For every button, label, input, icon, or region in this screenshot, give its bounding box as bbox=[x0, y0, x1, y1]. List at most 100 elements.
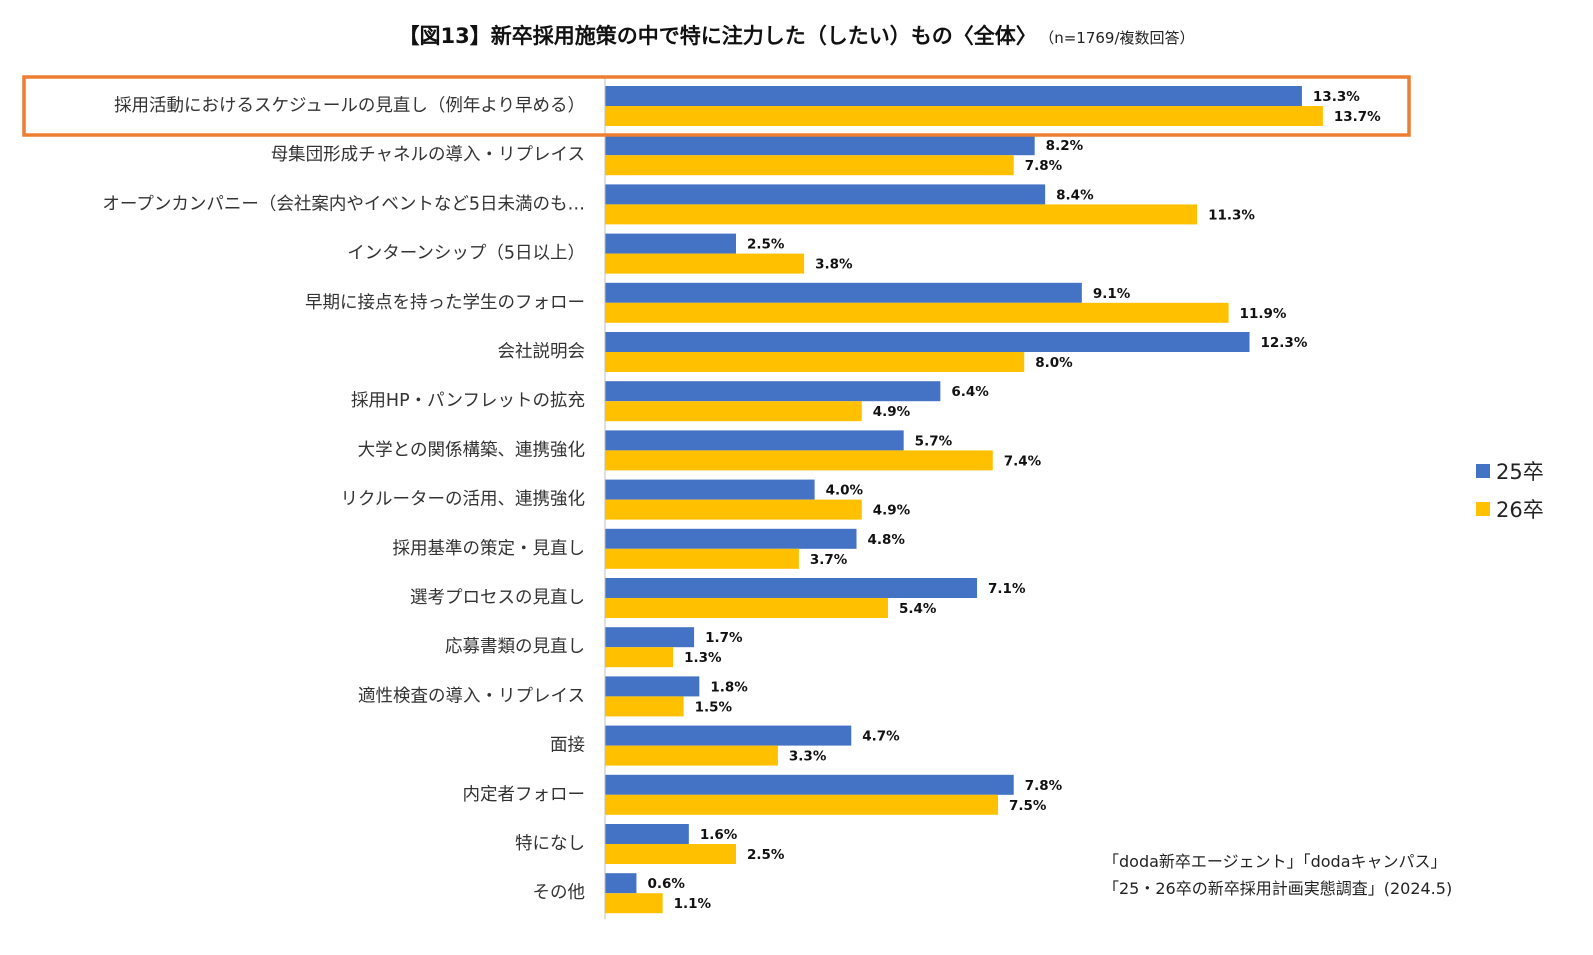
bar-25 bbox=[605, 233, 736, 254]
bar-26 bbox=[605, 598, 888, 618]
data-label: 0.6% bbox=[647, 876, 685, 892]
data-label: 2.5% bbox=[747, 847, 785, 863]
bar-26 bbox=[605, 499, 862, 520]
highlight-box bbox=[22, 75, 1411, 137]
bar-25 bbox=[605, 528, 857, 549]
bar-25 bbox=[605, 627, 695, 648]
bar-25 bbox=[605, 873, 637, 894]
category-label: 早期に接点を持った学生のフォロー bbox=[305, 293, 585, 313]
data-label: 11.9% bbox=[1240, 306, 1287, 322]
data-label: 1.1% bbox=[674, 896, 712, 912]
data-label: 2.5% bbox=[747, 237, 785, 253]
legend-item-25: 25卒 bbox=[1476, 460, 1544, 484]
bar-25 bbox=[605, 282, 1082, 303]
bar-25 bbox=[605, 135, 1035, 156]
category-label: インターンシップ（5日以上） bbox=[347, 244, 585, 264]
data-label: 3.8% bbox=[815, 257, 853, 273]
data-label: 7.1% bbox=[988, 581, 1026, 597]
legend-swatch-26 bbox=[1476, 502, 1490, 516]
category-label: 選考プロセスの見直し bbox=[410, 588, 585, 608]
category-label: 適性検査の導入・リプレイス bbox=[358, 686, 585, 706]
data-label: 13.3% bbox=[1313, 89, 1360, 105]
chart-legend: 25卒 26卒 bbox=[1476, 460, 1544, 536]
data-label: 5.7% bbox=[915, 433, 953, 449]
bar-25 bbox=[605, 725, 852, 746]
data-label: 4.0% bbox=[826, 483, 864, 499]
data-label: 8.2% bbox=[1046, 138, 1084, 154]
data-label: 4.9% bbox=[873, 404, 911, 420]
category-label: 大学との関係構築、連携強化 bbox=[358, 440, 585, 460]
category-label: リクルーターの活用、連携強化 bbox=[341, 490, 585, 510]
data-label: 8.4% bbox=[1056, 187, 1094, 203]
data-label: 1.7% bbox=[705, 630, 743, 646]
data-label: 7.4% bbox=[1004, 453, 1042, 469]
bar-25 bbox=[605, 381, 941, 402]
data-label: 4.9% bbox=[873, 503, 911, 519]
category-label: 採用活動におけるスケジュールの見直し（例年より早める） bbox=[114, 96, 585, 116]
chart-subtitle: （n=1769/複数回答） bbox=[1046, 29, 1195, 47]
bar-25 bbox=[605, 824, 689, 844]
bar-26 bbox=[605, 893, 663, 914]
data-label: 7.5% bbox=[1009, 798, 1047, 814]
source-line-1: 「doda新卒エージェント」「dodaキャンパス」 bbox=[1103, 852, 1447, 871]
bar-26 bbox=[605, 844, 736, 864]
legend-label-25: 25卒 bbox=[1496, 460, 1544, 484]
data-label: 3.7% bbox=[810, 552, 848, 568]
bar-26 bbox=[605, 155, 1014, 176]
source-line-2: 「25・26卒の新卒採用計画実態調査」(2024.5) bbox=[1103, 879, 1453, 898]
data-label: 4.7% bbox=[862, 729, 900, 745]
category-label: 内定者フォロー bbox=[463, 785, 586, 805]
chart-title: 【図13】新卒採用施策の中で特に注力した（したい）もの〈全体〉 bbox=[398, 24, 1037, 48]
data-label: 1.3% bbox=[684, 650, 722, 666]
legend-item-26: 26卒 bbox=[1476, 498, 1544, 522]
category-label: 会社説明会 bbox=[498, 342, 586, 362]
data-label: 11.3% bbox=[1208, 207, 1255, 223]
source-note: 「doda新卒エージェント」「dodaキャンパス」 「25・26卒の新卒採用計画… bbox=[1103, 848, 1452, 902]
category-label: その他 bbox=[533, 883, 586, 903]
bar-26 bbox=[605, 401, 862, 422]
bar-26 bbox=[605, 696, 684, 717]
bar-26 bbox=[605, 106, 1323, 126]
bar-26 bbox=[605, 352, 1025, 372]
data-label: 7.8% bbox=[1025, 158, 1063, 174]
category-label: 母集団形成チャネルの導入・リプレイス bbox=[271, 145, 585, 165]
bar-26 bbox=[605, 647, 674, 668]
bar-26 bbox=[605, 745, 778, 766]
data-label: 4.8% bbox=[868, 532, 906, 548]
bar-25 bbox=[605, 479, 815, 500]
category-label: 採用基準の策定・見直し bbox=[393, 539, 586, 559]
bar-26 bbox=[605, 548, 799, 569]
bar-25 bbox=[605, 676, 700, 697]
legend-label-26: 26卒 bbox=[1496, 498, 1544, 522]
chart-title-area: 【図13】新卒採用施策の中で特に注力した（したい）もの〈全体〉 （n=1769/複… bbox=[0, 20, 1593, 50]
bar-25 bbox=[605, 184, 1046, 205]
legend-swatch-25 bbox=[1476, 464, 1490, 478]
bar-25 bbox=[605, 774, 1014, 795]
category-label: 採用HP・パンフレットの拡充 bbox=[351, 391, 585, 411]
category-label: 特になし bbox=[515, 834, 585, 854]
data-label: 8.0% bbox=[1035, 355, 1073, 371]
bar-25 bbox=[605, 578, 978, 598]
category-label: 応募書類の見直し bbox=[445, 637, 585, 657]
category-label: 面接 bbox=[550, 736, 585, 756]
bar-25 bbox=[605, 332, 1250, 352]
bar-26 bbox=[605, 253, 805, 274]
data-label: 6.4% bbox=[951, 384, 989, 400]
data-label: 3.3% bbox=[789, 749, 827, 765]
data-label: 7.8% bbox=[1025, 778, 1063, 794]
data-label: 1.5% bbox=[695, 699, 733, 715]
data-label: 1.8% bbox=[710, 679, 748, 695]
data-label: 12.3% bbox=[1261, 335, 1308, 351]
bar-26 bbox=[605, 450, 993, 471]
data-label: 13.7% bbox=[1334, 109, 1381, 125]
bar-25 bbox=[605, 430, 904, 451]
bar-25 bbox=[605, 86, 1302, 106]
data-label: 9.1% bbox=[1093, 286, 1131, 302]
bar-26 bbox=[605, 794, 998, 815]
data-label: 1.6% bbox=[700, 827, 738, 843]
bar-26 bbox=[605, 302, 1229, 323]
bar-26 bbox=[605, 204, 1198, 225]
category-label: オープンカンパニー（会社案内やイベントなど5日未満のも… bbox=[102, 194, 585, 214]
data-label: 5.4% bbox=[899, 601, 937, 617]
